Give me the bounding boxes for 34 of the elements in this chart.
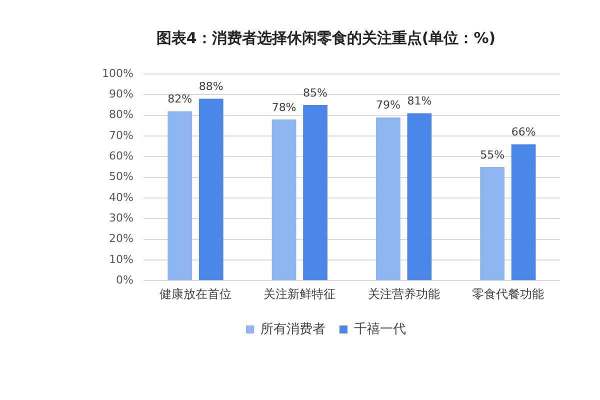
y-tick-label: 20% — [108, 232, 134, 246]
data-label: 55% — [480, 148, 505, 162]
y-tick-label: 10% — [108, 252, 134, 266]
x-tick-label: 健康放在首位 — [160, 286, 232, 301]
bar — [480, 166, 504, 280]
bar — [272, 119, 296, 280]
legend-label: 所有消费者 — [260, 322, 326, 337]
bar — [168, 111, 192, 280]
y-tick-label: 90% — [108, 88, 134, 101]
bar — [198, 98, 224, 280]
bar — [303, 104, 328, 280]
y-tick-label: 80% — [108, 108, 134, 122]
x-tick-label: 关注新鲜特征 — [264, 286, 336, 301]
bar — [407, 113, 432, 280]
data-label: 78% — [272, 100, 296, 114]
x-tick-label: 关注营养功能 — [368, 286, 440, 301]
data-label: 88% — [198, 80, 224, 94]
y-tick-label: 30% — [108, 211, 134, 224]
bar — [511, 144, 536, 280]
data-label: 82% — [168, 92, 192, 106]
data-label: 81% — [407, 94, 432, 108]
y-tick-label: 40% — [108, 190, 134, 204]
legend-label: 千禧一代 — [354, 322, 406, 337]
y-tick-label: 60% — [108, 150, 134, 162]
data-label: 79% — [376, 98, 400, 112]
x-tick-label: 零食代餐功能 — [472, 286, 544, 301]
data-label: 85% — [303, 86, 328, 100]
y-tick-label: 100% — [102, 66, 134, 80]
y-tick-label: 0% — [116, 273, 134, 286]
bar — [376, 117, 400, 280]
chart-title: 图表4：消费者选择休闲零食的关注重点(单位：%) — [156, 28, 496, 47]
y-tick-label: 50% — [108, 170, 134, 184]
y-tick-label: 70% — [108, 128, 134, 142]
data-label: 66% — [511, 126, 536, 139]
